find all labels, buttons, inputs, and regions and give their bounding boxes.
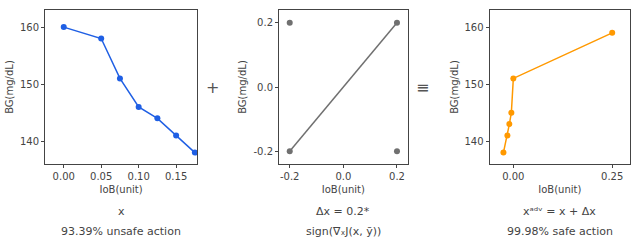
svg-text:xᵃᵈᵛ = x + Δx: xᵃᵈᵛ = x + Δx [523, 205, 596, 218]
svg-text:140: 140 [20, 136, 39, 147]
svg-text:150: 150 [20, 79, 39, 90]
svg-text:0.00: 0.00 [53, 171, 75, 182]
svg-text:-0.2: -0.2 [280, 171, 300, 182]
svg-text:0.15: 0.15 [165, 171, 187, 182]
svg-text:99.98% safe action: 99.98% safe action [507, 225, 613, 238]
svg-text:+: + [206, 78, 219, 97]
svg-text:x: x [118, 205, 125, 218]
svg-text:-0.2: -0.2 [253, 146, 273, 157]
svg-text:BG(mg/dL): BG(mg/dL) [449, 60, 460, 114]
svg-text:160: 160 [20, 22, 39, 33]
svg-text:160: 160 [465, 22, 484, 33]
svg-text:140: 140 [465, 136, 484, 147]
svg-text:0.05: 0.05 [90, 171, 112, 182]
svg-text:IoB(unit): IoB(unit) [322, 184, 365, 195]
svg-text:Δx = 0.2*: Δx = 0.2* [316, 205, 370, 218]
svg-text:0.00: 0.00 [502, 171, 524, 182]
svg-text:≡: ≡ [416, 78, 429, 97]
svg-text:0.0: 0.0 [335, 171, 351, 182]
svg-text:0.10: 0.10 [128, 171, 150, 182]
svg-text:IoB(unit): IoB(unit) [538, 184, 581, 195]
svg-text:BG(mg/dL): BG(mg/dL) [4, 60, 15, 114]
svg-text:0.2: 0.2 [257, 17, 273, 28]
svg-text:150: 150 [465, 79, 484, 90]
svg-text:sign(∇ₓJ(x, ȳ)): sign(∇ₓJ(x, ȳ)) [306, 225, 381, 238]
svg-text:93.39% unsafe action: 93.39% unsafe action [61, 225, 181, 238]
svg-text:IoB(unit): IoB(unit) [99, 184, 142, 195]
svg-text:0.25: 0.25 [601, 171, 623, 182]
svg-text:0.2: 0.2 [389, 171, 405, 182]
svg-text:BG(mg/dL): BG(mg/dL) [237, 60, 248, 114]
svg-text:0.0: 0.0 [257, 82, 273, 93]
